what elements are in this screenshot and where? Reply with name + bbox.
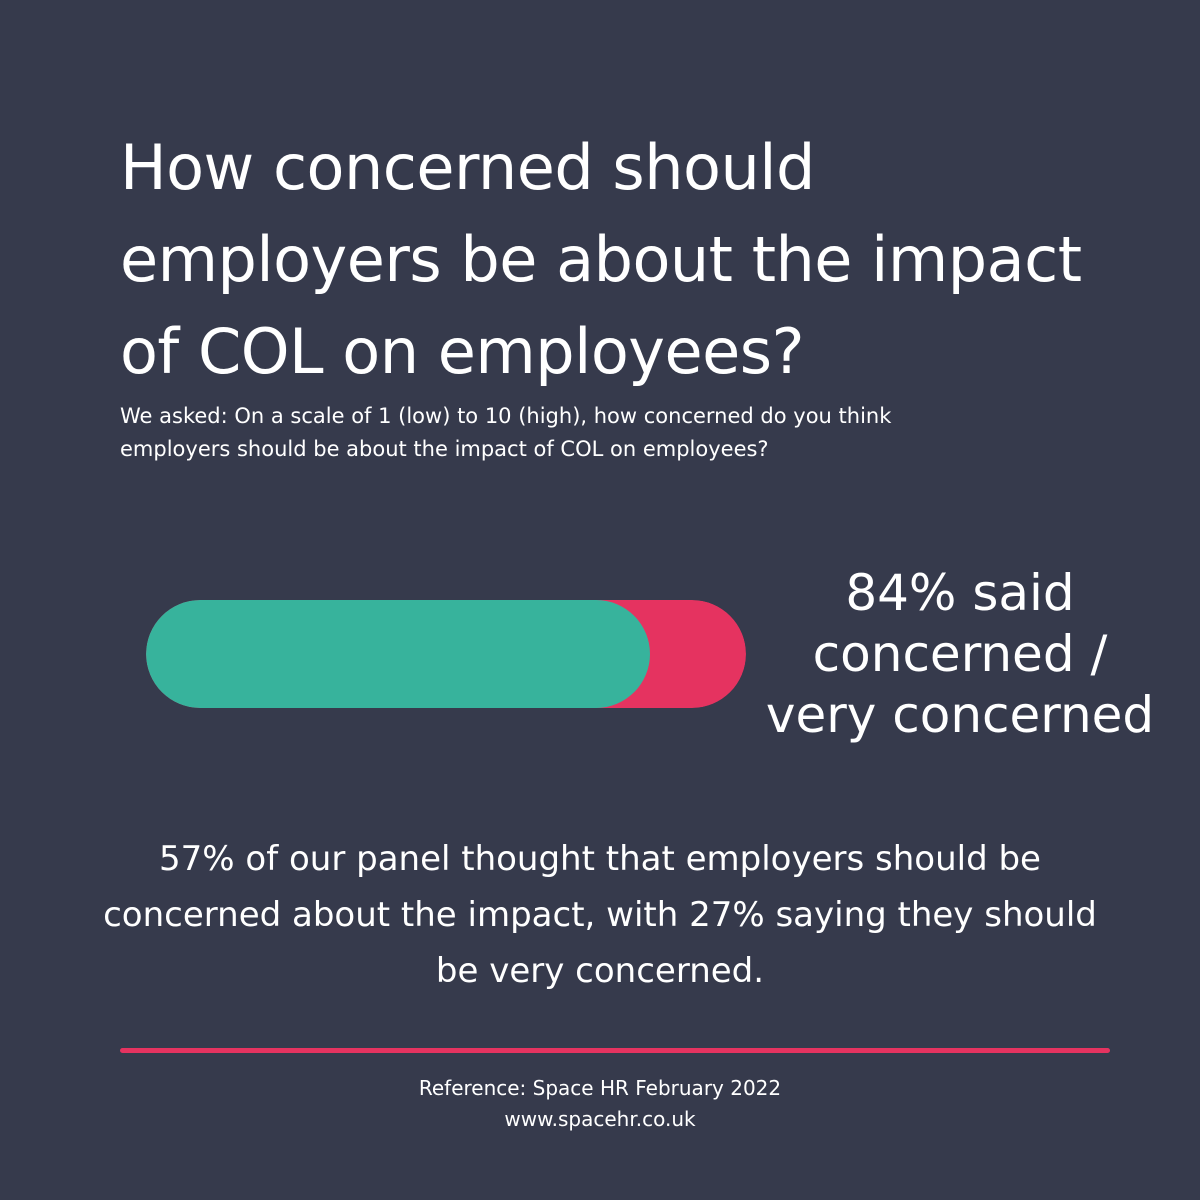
stat-label: 84% said concerned / very concerned: [750, 563, 1170, 746]
website-link[interactable]: www.spacehr.co.uk: [504, 1107, 696, 1131]
bar-svg: [146, 600, 746, 708]
stat-label-line-2: concerned /: [812, 625, 1108, 683]
footer: Reference: Space HR February 2022 www.sp…: [0, 1073, 1200, 1135]
stat-label-line-3: very concerned: [765, 686, 1155, 744]
bar-segment-primary: [146, 600, 650, 708]
reference-text: Reference: Space HR February 2022: [418, 1076, 782, 1100]
survey-question: We asked: On a scale of 1 (low) to 10 (h…: [120, 404, 892, 461]
stat-label-line-1: 84% said: [845, 564, 1075, 622]
page-title: How concerned should employers be about …: [120, 131, 1082, 388]
progress-bar-chart: [146, 600, 746, 708]
summary-text: 57% of our panel thought that employers …: [103, 839, 1097, 991]
divider: [120, 1048, 1110, 1053]
